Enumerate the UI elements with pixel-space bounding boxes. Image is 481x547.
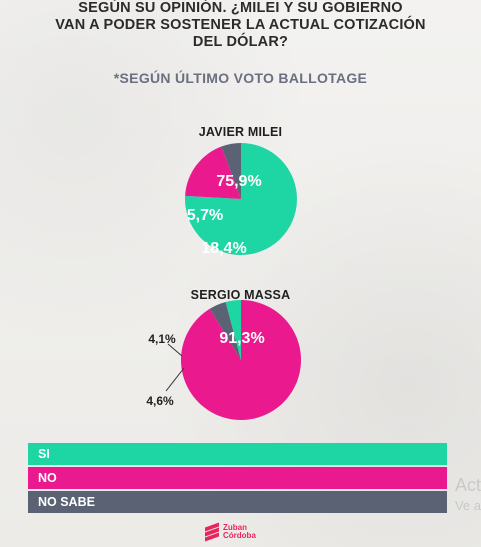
leader-line-1-2	[165, 367, 185, 392]
legend-si: SI	[28, 443, 447, 465]
activation-ghost-line-2: Ve a	[454, 498, 481, 513]
pie-label-0-no: 18,4%	[201, 240, 246, 257]
legend-no-sabe: NO SABE	[28, 491, 447, 513]
chart-title: SEGÚN SU OPINIÓN. ¿MILEI Y SU GOBIERNO V…	[0, 0, 481, 51]
pie-slice-1-no	[180, 300, 301, 421]
pie-label-1-no-sabe: 4,6%	[146, 394, 174, 408]
title-line-2: VAN A PODER SOSTENER LA ACTUAL COTIZACIÓ…	[55, 17, 426, 33]
legend-si-label: SI	[38, 447, 50, 461]
chart-subtitle: *SEGÚN ÚLTIMO VOTO BALLOTAGE	[113, 70, 368, 86]
legend-no-label: NO	[38, 471, 57, 485]
activation-ghost-line-1: Act	[454, 475, 481, 495]
pie-title-milei: JAVIER MILEI	[198, 125, 283, 139]
pie-label-0-no-sabe: 5,7%	[187, 207, 223, 224]
brand-text: Zuban Córdoba	[223, 523, 256, 540]
legend-no: NO	[28, 467, 447, 489]
pie-label-0-si: 75,9%	[216, 173, 261, 190]
title-line-1: SEGÚN SU OPINIÓN. ¿MILEI Y SU GOBIERNO	[78, 0, 403, 16]
brand-logo: Zuban Córdoba	[205, 522, 256, 542]
title-line-3: DEL DÓLAR?	[192, 34, 289, 50]
pie-label-1-si: 4,1%	[148, 332, 176, 346]
brand-mark-icon	[205, 522, 219, 542]
pie-title-massa: SERGIO MASSA	[190, 288, 291, 302]
pie-slice-1-si	[225, 300, 241, 360]
pie-slice-0-no-sabe	[221, 143, 241, 199]
pie-slice-0-si	[185, 143, 298, 256]
pie-label-1-no: 91,3%	[219, 330, 264, 347]
legend-no-sabe-label: NO SABE	[38, 495, 95, 509]
pie-slice-1-no-sabe	[209, 301, 241, 360]
leader-line-1-0	[167, 343, 183, 357]
pie-slice-0-no	[185, 146, 241, 199]
